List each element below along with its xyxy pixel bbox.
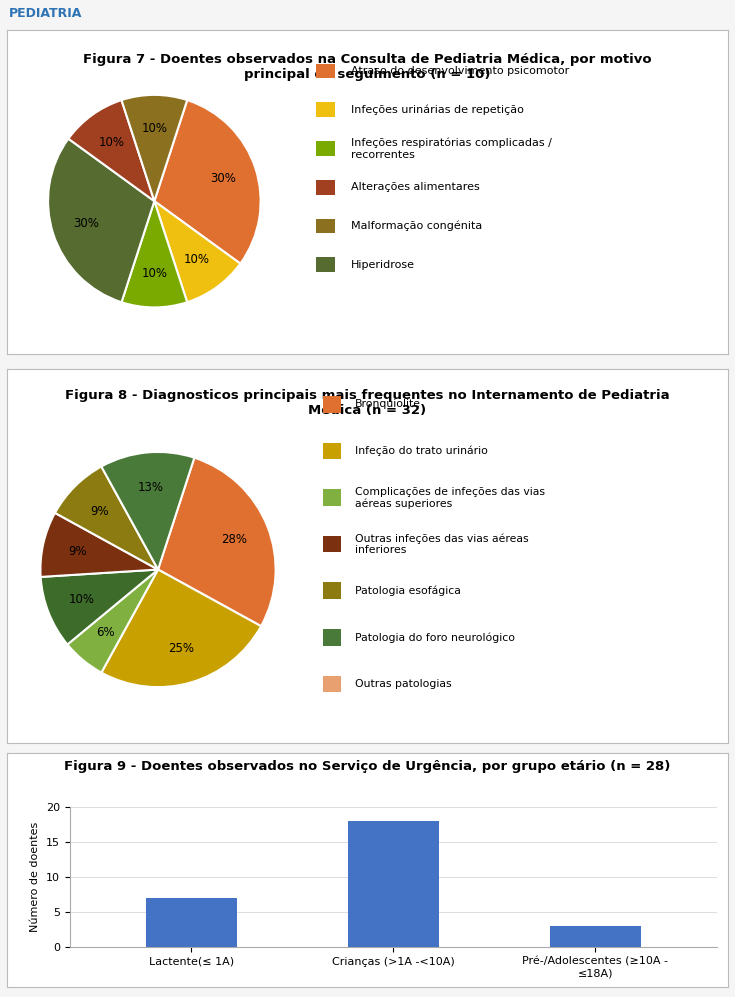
FancyBboxPatch shape: [316, 218, 334, 233]
FancyBboxPatch shape: [323, 676, 341, 692]
FancyBboxPatch shape: [316, 257, 334, 272]
FancyBboxPatch shape: [323, 536, 341, 552]
Text: Infeções urinárias de repetição: Infeções urinárias de repetição: [351, 105, 524, 115]
Wedge shape: [101, 452, 194, 569]
Text: Figura 7 - Doentes observados na Consulta de Pediatria Médica, por motivo
princi: Figura 7 - Doentes observados na Consult…: [83, 53, 652, 81]
Bar: [146, 898, 237, 947]
Text: Infeções respiratórias complicadas /
recorrentes: Infeções respiratórias complicadas / rec…: [351, 138, 552, 160]
Text: Patologia esofágica: Patologia esofágica: [355, 585, 461, 596]
FancyBboxPatch shape: [316, 142, 334, 156]
Text: 10%: 10%: [141, 123, 168, 136]
Wedge shape: [55, 467, 158, 569]
FancyBboxPatch shape: [316, 64, 334, 78]
FancyBboxPatch shape: [323, 490, 341, 505]
Bar: [550, 926, 641, 947]
FancyBboxPatch shape: [316, 103, 334, 117]
Wedge shape: [68, 569, 158, 673]
Wedge shape: [68, 100, 154, 201]
Text: 13%: 13%: [137, 482, 163, 495]
Text: 10%: 10%: [99, 137, 125, 150]
Text: 28%: 28%: [221, 532, 248, 545]
Text: 30%: 30%: [73, 217, 98, 230]
Wedge shape: [121, 201, 187, 307]
Text: 10%: 10%: [68, 593, 95, 606]
Wedge shape: [40, 512, 158, 577]
Wedge shape: [154, 201, 240, 302]
Wedge shape: [154, 100, 261, 263]
Text: Outras patologias: Outras patologias: [355, 679, 452, 689]
Bar: [348, 821, 439, 947]
Text: Outras infeções das vias aéreas
inferiores: Outras infeções das vias aéreas inferior…: [355, 533, 528, 555]
Text: 10%: 10%: [141, 267, 168, 280]
Text: Atraso do desenvolvimento psicomotor: Atraso do desenvolvimento psicomotor: [351, 66, 570, 76]
Text: Figura 9 - Doentes observados no Serviço de Urgência, por grupo etário (n = 28): Figura 9 - Doentes observados no Serviço…: [65, 760, 670, 773]
Text: Malformação congénita: Malformação congénita: [351, 220, 482, 231]
Wedge shape: [40, 569, 158, 644]
FancyBboxPatch shape: [323, 582, 341, 599]
Text: 9%: 9%: [68, 545, 87, 558]
Y-axis label: Número de doentes: Número de doentes: [30, 822, 40, 932]
Text: Infeção do trato urinário: Infeção do trato urinário: [355, 446, 488, 457]
FancyBboxPatch shape: [323, 396, 341, 413]
Wedge shape: [121, 95, 187, 201]
Text: 10%: 10%: [184, 253, 209, 266]
Text: Patologia do foro neurológico: Patologia do foro neurológico: [355, 632, 515, 643]
Text: 6%: 6%: [96, 626, 115, 639]
Wedge shape: [48, 139, 154, 302]
Wedge shape: [101, 569, 261, 687]
Text: Complicações de infeções das vias
aéreas superiores: Complicações de infeções das vias aéreas…: [355, 487, 545, 508]
Wedge shape: [158, 458, 276, 626]
FancyBboxPatch shape: [323, 629, 341, 646]
FancyBboxPatch shape: [323, 443, 341, 460]
Text: 30%: 30%: [210, 172, 236, 185]
Text: Bronquiolite: Bronquiolite: [355, 400, 421, 410]
Text: PEDIATRIA: PEDIATRIA: [9, 7, 82, 20]
FancyBboxPatch shape: [316, 180, 334, 194]
Text: 25%: 25%: [168, 642, 194, 655]
Text: Alterações alimentares: Alterações alimentares: [351, 182, 480, 192]
Text: Figura 8 - Diagnosticos principais mais frequentes no Internamento de Pediatria
: Figura 8 - Diagnosticos principais mais …: [65, 390, 670, 418]
Text: Hiperidrose: Hiperidrose: [351, 260, 415, 270]
Text: 9%: 9%: [90, 504, 109, 517]
